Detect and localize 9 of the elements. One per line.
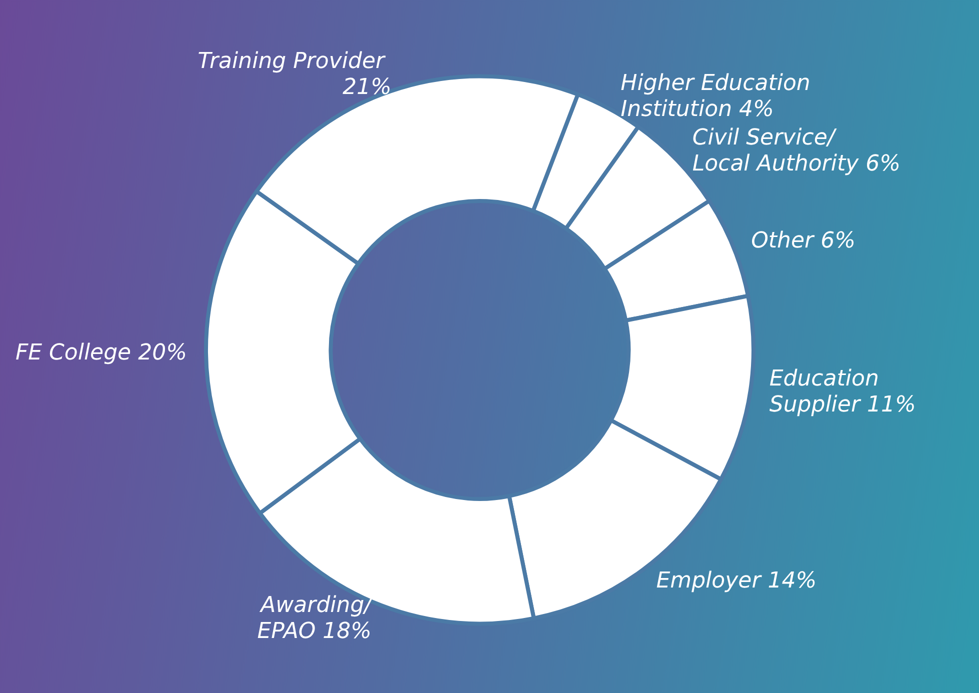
slice-label: Other 6% [751, 228, 856, 254]
slice-label: Employer 14% [656, 568, 817, 594]
slice-label: Civil Service/ Local Authority 6% [692, 125, 901, 176]
slice-label: FE College 20% [15, 340, 187, 366]
slice-label: Education Supplier 11% [769, 366, 916, 418]
slice-label: Training Provider [198, 49, 392, 74]
slice-label: Higher Education Institution 4% [620, 70, 810, 122]
data-label: 21% [342, 75, 392, 100]
slice-label: Awarding/ EPAO 18% [257, 593, 374, 644]
